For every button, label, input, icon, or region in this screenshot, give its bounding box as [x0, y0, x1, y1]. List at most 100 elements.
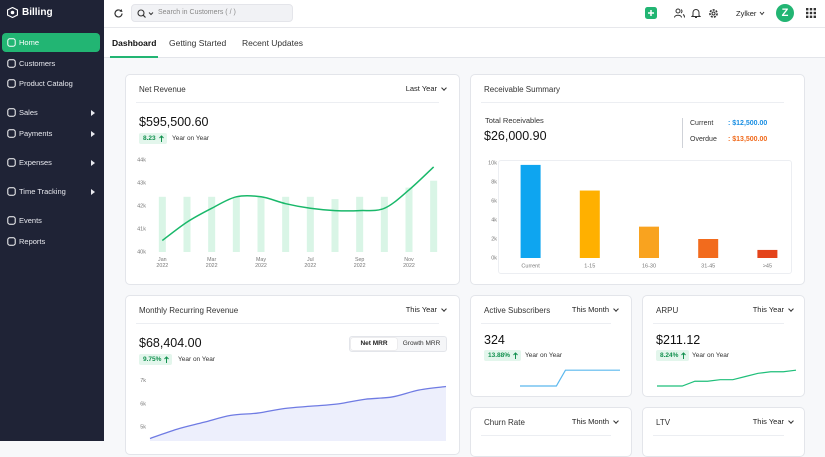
toggle-option[interactable]: Net MRR: [351, 338, 397, 350]
nav-item[interactable]: Home: [2, 33, 100, 52]
x-tick-label: >45: [763, 263, 772, 269]
search-placeholder: Search in Customers ( / ): [158, 9, 236, 16]
plot-frame: [498, 160, 792, 274]
y-tick-label: 2k: [491, 236, 497, 242]
x-tick-label: Mar 2022: [205, 257, 218, 269]
x-tick-label: 16-30: [642, 263, 656, 269]
bar: [757, 249, 778, 258]
y-tick-label: 41k: [137, 226, 146, 232]
overdue-value: : $13,500.00: [728, 136, 768, 143]
refresh-icon[interactable]: [113, 8, 124, 19]
chart: [652, 362, 798, 390]
chart-svg: 40k 41k 42k 43k 44k: [137, 157, 438, 255]
chart: [480, 362, 622, 390]
chart: 0k 2k 4k 6k 8k 10k Current 1-15 16-30 31-45 >45: [475, 155, 800, 280]
divider: [653, 323, 784, 324]
nav-label: Customers: [19, 59, 56, 68]
bar: [520, 164, 541, 258]
divider: [136, 323, 439, 324]
mrr-toggle: Net MRR Growth MRR: [349, 336, 447, 352]
icon-shape: [7, 237, 16, 246]
y-tick-label: 0k: [491, 255, 497, 261]
icon-shape: [7, 129, 16, 138]
period-dropdown[interactable]: This Year: [753, 417, 794, 426]
period-dropdown[interactable]: This Month: [572, 305, 619, 314]
bar: [331, 199, 339, 252]
icon-shape: [7, 216, 16, 225]
y-tick-label: 6k: [491, 198, 497, 204]
chart: 40k 41k 42k 43k 44k Jan 2022 Mar 2022 May 2022 J…: [130, 155, 455, 280]
users-icon[interactable]: [674, 8, 685, 18]
org-name: Zylker: [736, 9, 757, 18]
nav-item[interactable]: Customers: [2, 54, 100, 73]
nav-item[interactable]: Reports: [2, 232, 100, 251]
sidebar: Billing Home Customers Product Catalog Sale…: [0, 0, 104, 441]
nav-label: Events: [19, 216, 42, 225]
x-tick-label: Current: [521, 263, 540, 269]
tab-underline: [110, 56, 158, 58]
nav-icon: [7, 187, 16, 196]
change-value: 8.23: [143, 135, 156, 142]
search-box[interactable]: Search in Customers ( / ): [131, 4, 293, 22]
nav-item[interactable]: Sales: [2, 103, 100, 122]
tab[interactable]: Dashboard: [112, 38, 157, 48]
amount: 324: [484, 333, 505, 347]
bar: [405, 187, 413, 252]
submenu-arrow: [91, 160, 95, 166]
period-dropdown[interactable]: This Month: [572, 417, 619, 426]
arpu-card: ARPU This Year $211.12 8.24% Year on Yea…: [642, 295, 805, 397]
period-dropdown[interactable]: This Year: [753, 305, 794, 314]
submenu-arrow: [91, 189, 95, 195]
change-note: Year on Year: [692, 352, 729, 359]
nav-item[interactable]: Product Catalog: [2, 74, 100, 93]
change-note: Year on Year: [525, 352, 562, 359]
change-badge: 9.75%: [139, 354, 173, 365]
bell-icon[interactable]: [691, 8, 701, 19]
x-tick-label: Sep 2022: [353, 257, 366, 269]
nav-label: Payments: [19, 129, 53, 138]
org-switcher[interactable]: Zylker: [736, 9, 765, 18]
brand-logo: [7, 7, 18, 18]
nav-item[interactable]: Payments: [2, 124, 100, 143]
up-arrow: [164, 356, 170, 363]
divider: [481, 323, 611, 324]
x-tick-label: Jul 2022: [304, 257, 317, 269]
nav-item[interactable]: Events: [2, 211, 100, 230]
change-note: Year on Year: [178, 356, 215, 363]
period-dropdown[interactable]: This Year: [406, 305, 447, 314]
y-tick-label: 6k: [140, 401, 146, 407]
y-tick-label: 7k: [140, 378, 146, 384]
ltv-card: LTV This Year: [642, 407, 805, 457]
nav-label: Product Catalog: [19, 79, 73, 88]
nav-icon: [7, 108, 16, 117]
apps-icon[interactable]: [806, 8, 816, 18]
y-tick-label: 5k: [140, 424, 146, 430]
amount: $211.12: [656, 333, 701, 347]
new-button[interactable]: [645, 7, 657, 19]
change-note: Year on Year: [172, 135, 209, 142]
settings-icon[interactable]: [708, 8, 719, 19]
divider: [481, 102, 784, 103]
card-title: Monthly Recurring Revenue: [139, 306, 239, 315]
x-tick-label: 31-45: [701, 263, 715, 269]
current-value: : $12,500.00: [728, 120, 768, 127]
tab[interactable]: Getting Started: [169, 38, 227, 48]
bar: [430, 180, 438, 252]
bar: [380, 196, 388, 252]
avatar[interactable]: Z: [776, 4, 794, 22]
change-value: 13.88%: [488, 352, 511, 359]
x-tick-label: 1-15: [584, 263, 595, 269]
current-label: Current: [690, 120, 714, 127]
x-tick-label: May 2022: [255, 257, 267, 269]
toggle-option[interactable]: Growth MRR: [402, 340, 441, 347]
nav-item[interactable]: Time Tracking: [2, 182, 100, 201]
nav-item[interactable]: Expenses: [2, 153, 100, 172]
amount: $595,500.60: [139, 115, 209, 129]
chart-svg: 0k 2k 4k 6k 8k 10k Current 1-15 16-30 31-45 >45: [488, 160, 778, 269]
tab[interactable]: Recent Updates: [242, 38, 303, 48]
submenu-arrow: [91, 110, 95, 116]
y-tick-label: 8k: [491, 179, 497, 185]
nav-label: Time Tracking: [19, 187, 66, 196]
nav-icon: [7, 79, 16, 88]
period-dropdown[interactable]: Last Year: [406, 84, 447, 93]
